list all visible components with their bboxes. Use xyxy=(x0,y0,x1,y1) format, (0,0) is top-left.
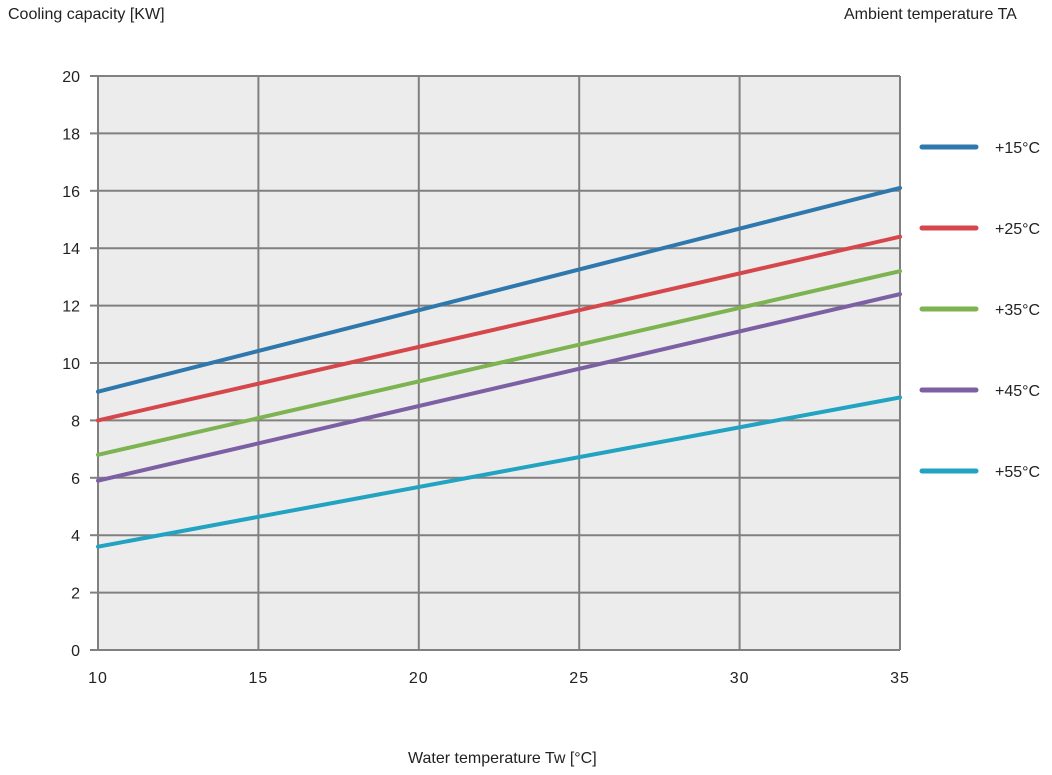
x-tick-label: 30 xyxy=(730,670,750,687)
legend-entry: +15°C xyxy=(995,140,1040,157)
y-tick-label: 14 xyxy=(62,241,80,258)
series-line xyxy=(96,292,902,483)
legend-entry: +55°C xyxy=(995,464,1040,481)
legend-title: Ambient temperature TA xyxy=(844,6,1017,23)
y-tick-label: 6 xyxy=(71,471,80,488)
x-tick-label: 35 xyxy=(890,670,910,687)
y-tick-label: 12 xyxy=(62,299,80,316)
legend-entry: +35°C xyxy=(995,302,1040,319)
series-line xyxy=(96,185,902,394)
y-axis-label: Cooling capacity [KW] xyxy=(8,6,165,23)
legend-entry: +25°C xyxy=(995,221,1040,238)
y-tick-label: 16 xyxy=(62,184,80,201)
x-tick-label: 15 xyxy=(249,670,269,687)
x-tick-label: 10 xyxy=(88,670,108,687)
x-tick-label: 25 xyxy=(569,670,589,687)
y-tick-label: 4 xyxy=(71,528,80,545)
y-tick-label: 10 xyxy=(62,356,80,373)
x-tick-label: 20 xyxy=(409,670,429,687)
series-line xyxy=(96,395,902,549)
y-tick-label: 0 xyxy=(71,643,80,660)
legend-entry: +45°C xyxy=(995,383,1040,400)
y-tick-label: 8 xyxy=(71,413,80,430)
y-tick-label: 2 xyxy=(71,586,80,603)
series-line xyxy=(96,234,902,423)
y-tick-label: 20 xyxy=(62,69,80,86)
series-line xyxy=(96,269,902,457)
x-axis-label: Water temperature Tw [°C] xyxy=(408,750,597,767)
y-tick-label: 18 xyxy=(62,126,80,143)
